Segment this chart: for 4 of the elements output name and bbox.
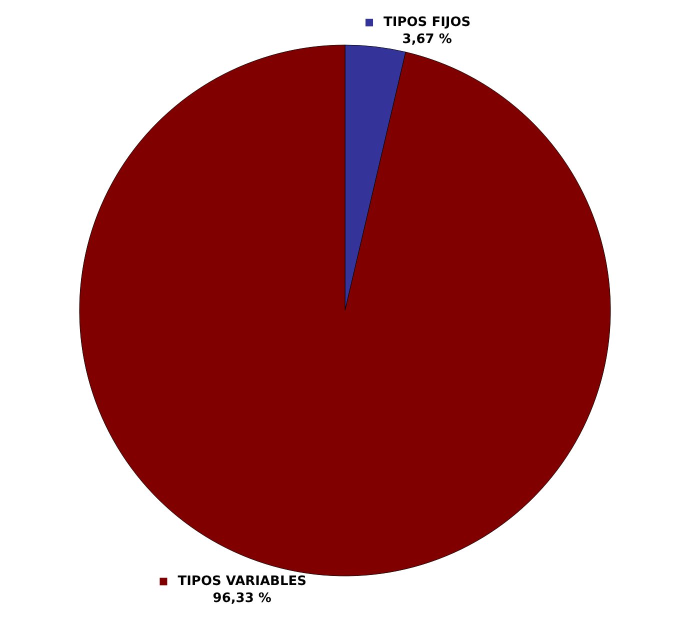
data-label: 3,67 % (402, 32, 452, 47)
slice-label: TIPOS VARIABLES (178, 574, 306, 590)
data-label: 96,33 % (212, 590, 272, 606)
legend-label: TIPOS FIJOS (384, 15, 471, 30)
